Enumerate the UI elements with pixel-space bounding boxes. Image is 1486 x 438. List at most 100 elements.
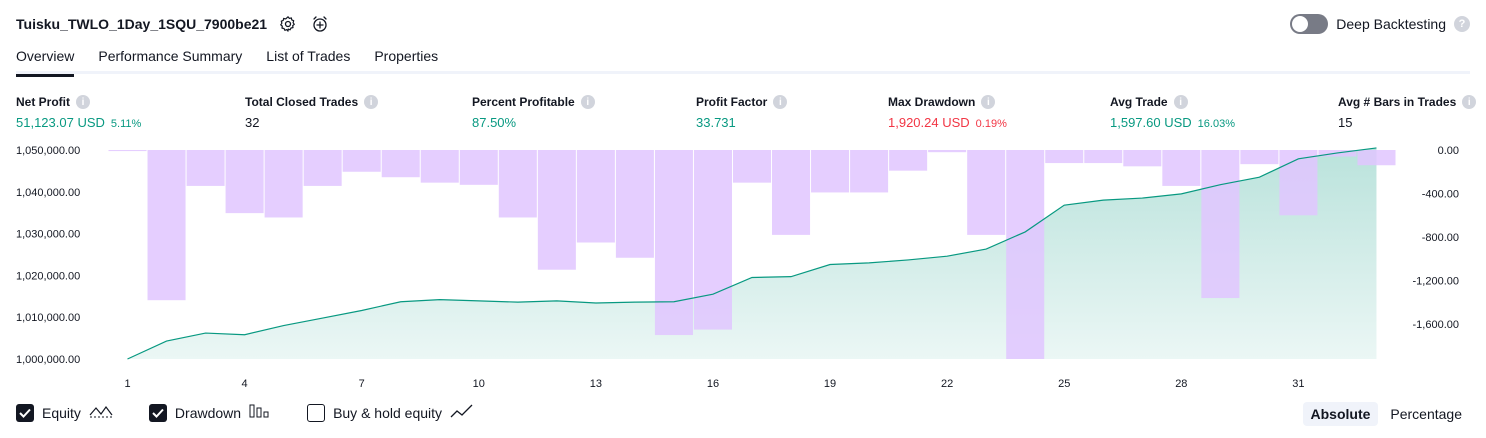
legend-drawdown[interactable]: Drawdown — [148, 403, 271, 422]
metric-percent: 0.19% — [975, 118, 1007, 130]
drawdown-bar — [1279, 150, 1318, 216]
metric-avg-trade: Avg Trade i 1,597.60 USD 16.03% — [1110, 94, 1235, 130]
metric-percent-profitable: Percent Profitable i 87.50% — [472, 94, 595, 130]
info-icon[interactable]: i — [76, 95, 90, 109]
x-tick-label: 28 — [1175, 378, 1187, 390]
gear-icon[interactable] — [277, 13, 299, 35]
equity-checkbox[interactable] — [16, 403, 34, 422]
drawdown-bar — [1123, 150, 1162, 167]
drawdown-bar — [147, 150, 186, 301]
metric-value: 1,920.24 USD — [888, 115, 970, 130]
drawdown-bar — [186, 150, 225, 186]
drawdown-checkbox[interactable] — [148, 403, 167, 422]
y-right-tick-label: -1,200.00 — [1413, 276, 1459, 288]
equity-drawdown-chart: 1,050,000.00 1,040,000.00 1,030,000.00 1,02… — [16, 145, 1459, 390]
y-left-tick-label: 1,020,000.00 — [16, 270, 80, 282]
drawdown-bar — [225, 150, 264, 214]
drawdown-bar — [811, 150, 850, 193]
x-tick-label: 10 — [473, 378, 485, 390]
legend-label: Equity — [42, 404, 81, 421]
drawdown-bars-icon — [249, 403, 271, 422]
deep-backtesting-label: Deep Backtesting — [1336, 16, 1446, 32]
metric-percent: 16.03% — [1197, 118, 1235, 130]
metric-value: 32 — [245, 115, 260, 130]
drawdown-bar — [381, 150, 420, 178]
drawdown-bar — [772, 150, 811, 235]
legend-label: Drawdown — [174, 404, 242, 421]
x-tick-label: 22 — [941, 378, 953, 390]
metric-max-drawdown: Max Drawdown i 1,920.24 USD 0.19% — [888, 94, 1007, 130]
tab-performance-summary[interactable]: Performance Summary — [98, 48, 243, 64]
drawdown-bar — [928, 150, 967, 153]
drawdown-bar — [576, 150, 615, 243]
legend-buy-hold-equity[interactable]: Buy & hold equity — [307, 403, 474, 422]
info-icon[interactable]: i — [1462, 95, 1477, 109]
metric-avg-bars: Avg # Bars in Trades i 15 — [1338, 94, 1477, 130]
drawdown-bar — [967, 150, 1006, 235]
metric-total-closed-trades: Total Closed Trades i 32 — [245, 94, 379, 130]
metric-label: Percent Profitable — [472, 95, 575, 109]
metric-label: Max Drawdown — [888, 95, 976, 109]
x-tick-label: 1 — [124, 378, 130, 390]
y-right-tick-label: 0.00 — [1438, 145, 1459, 157]
tab-properties[interactable]: Properties — [374, 48, 439, 64]
metric-value: 33.731 — [696, 115, 736, 130]
metric-net-profit: Net Profit i 51,123.07 USD 5.11% — [16, 94, 141, 130]
drawdown-bar — [342, 150, 381, 172]
help-icon[interactable]: ? — [1454, 16, 1470, 32]
metric-label: Avg Trade — [1110, 95, 1168, 109]
metric-label: Profit Factor — [696, 95, 768, 109]
drawdown-bar — [108, 150, 147, 152]
drawdown-bar — [732, 150, 772, 183]
x-tick-label: 7 — [359, 378, 365, 390]
drawdown-bar — [654, 150, 693, 336]
equity-line — [127, 147, 1377, 360]
percentage-button[interactable]: Percentage — [1390, 406, 1462, 422]
drawdown-bar — [459, 150, 498, 185]
info-icon[interactable]: i — [580, 95, 595, 109]
tab-list-of-trades[interactable]: List of Trades — [266, 48, 351, 64]
info-icon[interactable]: i — [1173, 95, 1188, 109]
drawdown-bar — [615, 150, 654, 258]
legend-equity[interactable]: Equity — [16, 403, 113, 422]
drawdown-bar — [303, 150, 342, 186]
y-right-tick-label: -800.00 — [1422, 232, 1459, 244]
x-tick-label: 25 — [1058, 378, 1070, 390]
info-icon[interactable]: i — [364, 95, 379, 109]
drawdown-bar — [1006, 150, 1045, 359]
equity-area — [127, 147, 1377, 359]
drawdown-bar — [420, 150, 459, 183]
metric-profit-factor: Profit Factor i 33.731 — [696, 94, 788, 130]
add-alert-icon[interactable] — [309, 13, 331, 35]
tab-overview[interactable]: Overview — [16, 48, 75, 77]
metric-label: Avg # Bars in Trades — [1338, 95, 1457, 109]
info-icon[interactable]: i — [773, 95, 788, 109]
toggle-knob — [1292, 16, 1309, 32]
buy-hold-line-icon — [450, 403, 474, 422]
drawdown-bar — [264, 150, 303, 218]
deep-backtesting-toggle[interactable] — [1290, 14, 1329, 34]
buy-hold-checkbox[interactable] — [307, 403, 326, 422]
y-left-tick-label: 1,040,000.00 — [16, 187, 80, 199]
metric-value: 1,597.60 USD — [1110, 115, 1192, 130]
drawdown-bar — [1357, 150, 1396, 166]
drawdown-bar — [850, 150, 889, 193]
x-tick-label: 4 — [242, 378, 248, 390]
absolute-button[interactable]: Absolute — [1302, 402, 1379, 426]
drawdown-bar — [1162, 150, 1201, 186]
legend-label: Buy & hold equity — [333, 404, 443, 421]
y-left-tick-label: 1,050,000.00 — [16, 145, 80, 157]
metric-label: Total Closed Trades — [245, 95, 359, 109]
deep-backtesting: Deep Backtesting ? — [1290, 12, 1470, 36]
drawdown-bar — [498, 150, 537, 218]
drawdown-bar — [1084, 150, 1123, 164]
metric-value: 15 — [1338, 115, 1353, 130]
drawdown-bar — [1045, 150, 1084, 164]
strategy-header: Tuisku_TWLO_1Day_1SQU_7900be21 — [16, 12, 331, 36]
y-left-tick-label: 1,000,000.00 — [16, 354, 80, 366]
info-icon[interactable]: i — [981, 95, 996, 109]
chart-legend: Equity Drawdown Buy & hold equity — [16, 403, 474, 422]
drawdown-bar — [1240, 150, 1279, 165]
y-left-tick-label: 1,010,000.00 — [16, 312, 80, 324]
value-mode-switch: Absolute Percentage — [1302, 402, 1471, 426]
